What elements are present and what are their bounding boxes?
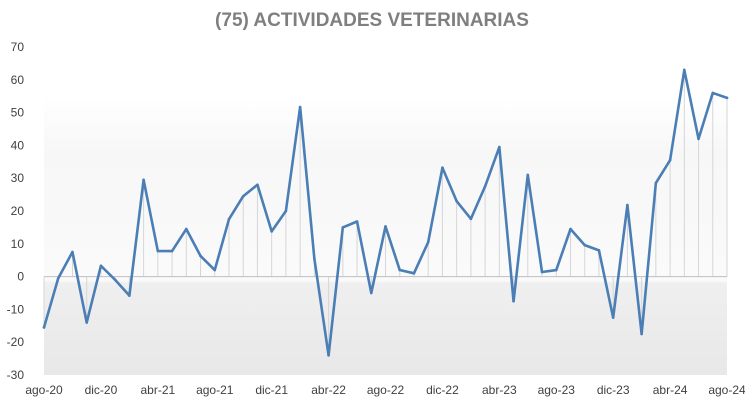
data-point: [540, 270, 544, 274]
data-point: [42, 326, 46, 329]
data-point: [441, 166, 444, 170]
chart-title: (75) ACTIVIDADES VETERINARIAS: [215, 10, 529, 31]
data-point: [213, 268, 217, 272]
data-point: [626, 203, 629, 207]
x-tick-label: ago-22: [367, 383, 405, 397]
data-point: [99, 264, 103, 268]
data-point: [298, 105, 302, 109]
data-point: [697, 137, 700, 141]
y-axis: -30 -20 -10 0 10 20 30 40 50 60 70: [7, 40, 25, 382]
y-tick-label: 20: [11, 204, 25, 218]
data-point: [569, 227, 572, 231]
x-tick-label: ago-24: [708, 383, 745, 397]
data-point: [725, 96, 729, 100]
data-point: [270, 230, 273, 233]
data-point: [640, 332, 643, 336]
x-tick-label: abr-24: [653, 383, 688, 397]
data-point: [142, 178, 145, 182]
y-tick-label: 30: [11, 171, 25, 185]
data-point: [56, 276, 60, 280]
x-tick-label: dic-22: [426, 383, 459, 397]
data-point: [341, 226, 345, 229]
data-point: [554, 268, 558, 272]
x-axis: ago-20 dic-20 abr-21 ago-21 dic-21 abr-22 ago-…: [25, 383, 745, 397]
data-point: [683, 68, 686, 72]
data-point: [583, 243, 587, 247]
data-point: [597, 249, 601, 252]
y-tick-label: -30: [7, 368, 25, 382]
data-point: [455, 199, 458, 203]
x-tick-label: ago-21: [196, 383, 234, 397]
x-tick-label: dic-21: [255, 383, 288, 397]
x-tick-label: abr-21: [140, 383, 175, 397]
data-point: [512, 299, 515, 303]
data-point: [483, 185, 487, 188]
data-point: [327, 354, 330, 357]
data-point: [199, 254, 202, 258]
data-point: [241, 194, 245, 198]
y-tick-label: -20: [7, 335, 25, 349]
y-tick-label: -10: [7, 302, 25, 316]
data-point: [128, 294, 131, 297]
data-point: [227, 217, 231, 221]
y-tick-label: 70: [11, 40, 25, 54]
data-point: [113, 278, 117, 282]
x-tick-label: ago-23: [538, 383, 576, 397]
y-tick-label: 0: [17, 270, 24, 284]
data-point: [711, 91, 715, 95]
data-point: [184, 227, 188, 231]
data-point: [71, 250, 74, 254]
data-point: [256, 183, 259, 187]
x-tick-label: dic-20: [85, 383, 118, 397]
y-tick-label: 40: [11, 138, 25, 152]
data-point: [611, 316, 615, 319]
data-point: [170, 249, 174, 253]
data-point: [469, 217, 473, 221]
y-tick-label: 50: [11, 106, 25, 120]
data-point: [156, 249, 160, 253]
data-point: [355, 220, 359, 223]
x-tick-label: ago-20: [25, 383, 63, 397]
data-point: [654, 181, 658, 185]
data-point: [498, 145, 501, 149]
x-tick-label: abr-23: [482, 383, 517, 397]
data-point: [668, 158, 672, 162]
data-point: [369, 291, 373, 295]
data-point: [426, 240, 430, 244]
data-point: [384, 225, 387, 228]
x-tick-label: dic-23: [597, 383, 630, 397]
data-point: [398, 268, 402, 272]
x-tick-label: abr-22: [311, 383, 346, 397]
data-point: [412, 272, 416, 275]
series-group: [42, 68, 729, 357]
data-point: [85, 321, 88, 324]
y-tick-label: 60: [11, 73, 25, 87]
data-point: [313, 257, 316, 260]
y-tick-label: 10: [11, 237, 25, 251]
data-point: [284, 209, 288, 213]
data-point: [526, 173, 530, 177]
